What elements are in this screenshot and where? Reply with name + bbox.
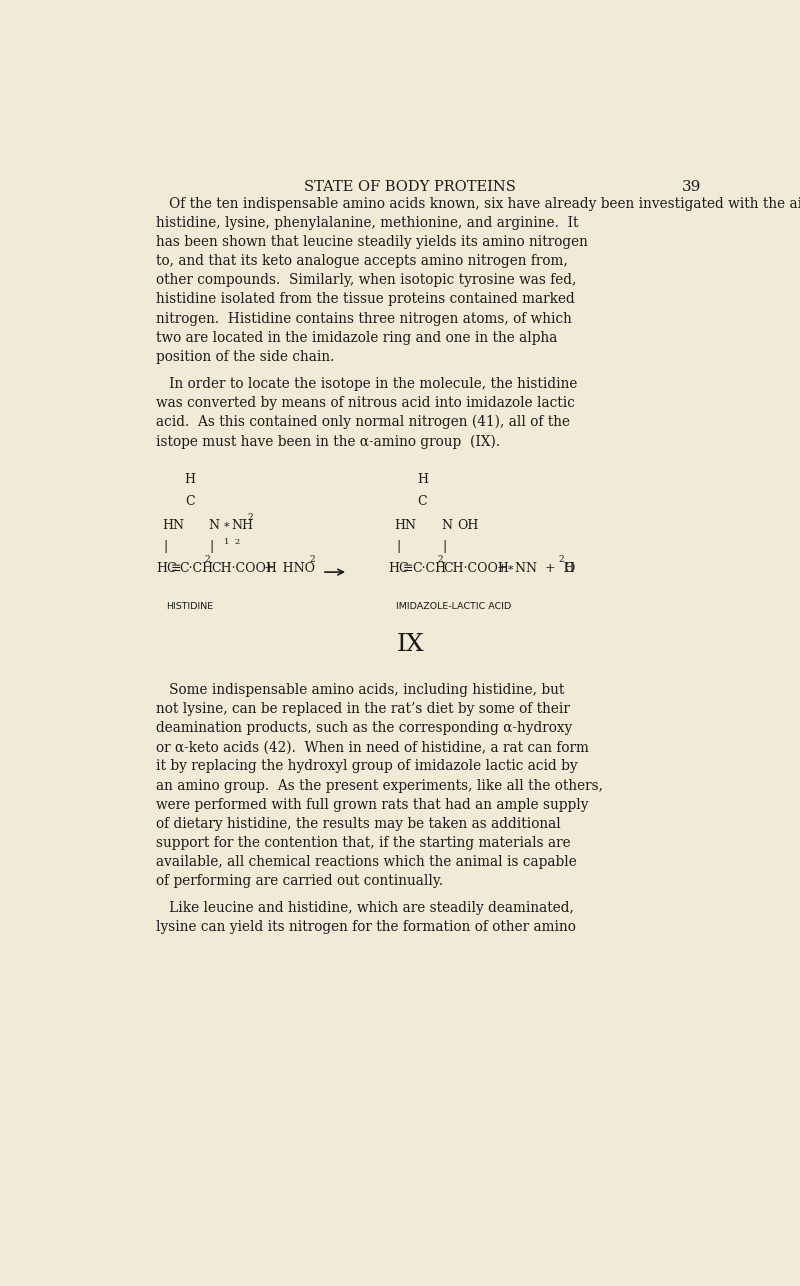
Text: 2: 2 [234,539,240,547]
Text: H: H [417,473,428,486]
Text: 1: 1 [224,539,230,547]
Text: |: | [164,540,168,553]
Text: NH: NH [231,518,254,531]
Text: C: C [418,495,427,508]
Text: of dietary histidine, the results may be taken as additional: of dietary histidine, the results may be… [156,817,561,831]
Text: were performed with full grown rats that had an ample supply: were performed with full grown rats that… [156,797,588,811]
Text: IX: IX [396,634,424,656]
Text: C: C [185,495,194,508]
Text: deamination products, such as the corresponding α-hydroxy: deamination products, such as the corres… [156,721,572,736]
Text: |: | [210,540,214,553]
Text: +: + [497,562,515,575]
Text: *: * [224,522,230,531]
Text: or α-keto acids (42).  When in need of histidine, a rat can form: or α-keto acids (42). When in need of hi… [156,741,589,755]
Text: CH·COOH: CH·COOH [211,562,277,575]
Text: Some indispensable amino acids, including histidine, but: Some indispensable amino acids, includin… [156,683,564,697]
Text: 2: 2 [558,556,564,565]
Text: to, and that its keto analogue accepts amino nitrogen from,: to, and that its keto analogue accepts a… [156,255,567,269]
Text: Like leucine and histidine, which are steadily deaminated,: Like leucine and histidine, which are st… [156,901,574,916]
Text: histidine, lysine, phenylalanine, methionine, and arginine.  It: histidine, lysine, phenylalanine, methio… [156,216,578,230]
Text: other compounds.  Similarly, when isotopic tyrosine was fed,: other compounds. Similarly, when isotopi… [156,274,576,287]
Text: |: | [442,540,446,553]
Text: Of the ten indispensable amino acids known, six have already been investigated w: Of the ten indispensable amino acids kno… [156,197,800,211]
Text: C·CH: C·CH [412,562,446,575]
Text: |: | [396,540,401,553]
Text: position of the side chain.: position of the side chain. [156,350,334,364]
Text: HC: HC [388,562,409,575]
Text: nitrogen.  Histidine contains three nitrogen atoms, of which: nitrogen. Histidine contains three nitro… [156,311,572,325]
Text: 2: 2 [247,513,253,522]
Text: HN: HN [162,518,184,531]
Text: has been shown that leucine steadily yields its amino nitrogen: has been shown that leucine steadily yie… [156,235,588,249]
Text: support for the contention that, if the starting materials are: support for the contention that, if the … [156,836,570,850]
Text: lysine can yield its nitrogen for the formation of other amino: lysine can yield its nitrogen for the fo… [156,921,576,934]
Text: HC: HC [156,562,177,575]
Text: +  HNO: + HNO [264,562,315,575]
Text: was converted by means of nitrous acid into imidazole lactic: was converted by means of nitrous acid i… [156,396,574,410]
Text: it by replacing the hydroxyl group of imidazole lactic acid by: it by replacing the hydroxyl group of im… [156,760,578,773]
Text: available, all chemical reactions which the animal is capable: available, all chemical reactions which … [156,855,577,869]
Text: HN: HN [394,518,417,531]
Text: In order to locate the isotope in the molecule, the histidine: In order to locate the isotope in the mo… [156,377,577,391]
Text: acid.  As this contained only normal nitrogen (41), all of the: acid. As this contained only normal nitr… [156,415,570,430]
Text: 2: 2 [205,556,210,565]
Text: NN  +  H: NN + H [514,562,574,575]
Text: 2: 2 [310,556,315,565]
Text: two are located in the imidazole ring and one in the alpha: two are located in the imidazole ring an… [156,331,557,345]
Text: 2: 2 [438,556,443,565]
Text: O: O [564,562,574,575]
Text: CH·COOH: CH·COOH [443,562,510,575]
Text: N: N [209,518,219,531]
Text: 39: 39 [682,180,702,194]
Text: N: N [441,518,452,531]
Text: istope must have been in the α-amino group  (IX).: istope must have been in the α-amino gro… [156,435,500,449]
Text: not lysine, can be replaced in the rat’s diet by some of their: not lysine, can be replaced in the rat’s… [156,702,570,716]
Text: STATE OF BODY PROTEINS: STATE OF BODY PROTEINS [304,180,516,194]
Text: ≡: ≡ [170,562,181,575]
Text: an amino group.  As the present experiments, like all the others,: an amino group. As the present experimen… [156,778,603,792]
Text: of performing are carried out continually.: of performing are carried out continuall… [156,874,443,889]
Text: H: H [184,473,195,486]
Text: IMIDAZOLE-LACTIC ACID: IMIDAZOLE-LACTIC ACID [396,602,511,611]
Text: HISTIDINE: HISTIDINE [166,602,214,611]
Text: C·CH: C·CH [179,562,214,575]
Text: ≡: ≡ [403,562,414,575]
Text: OH: OH [458,518,479,531]
Text: histidine isolated from the tissue proteins contained marked: histidine isolated from the tissue prote… [156,292,574,306]
Text: *: * [508,565,514,575]
